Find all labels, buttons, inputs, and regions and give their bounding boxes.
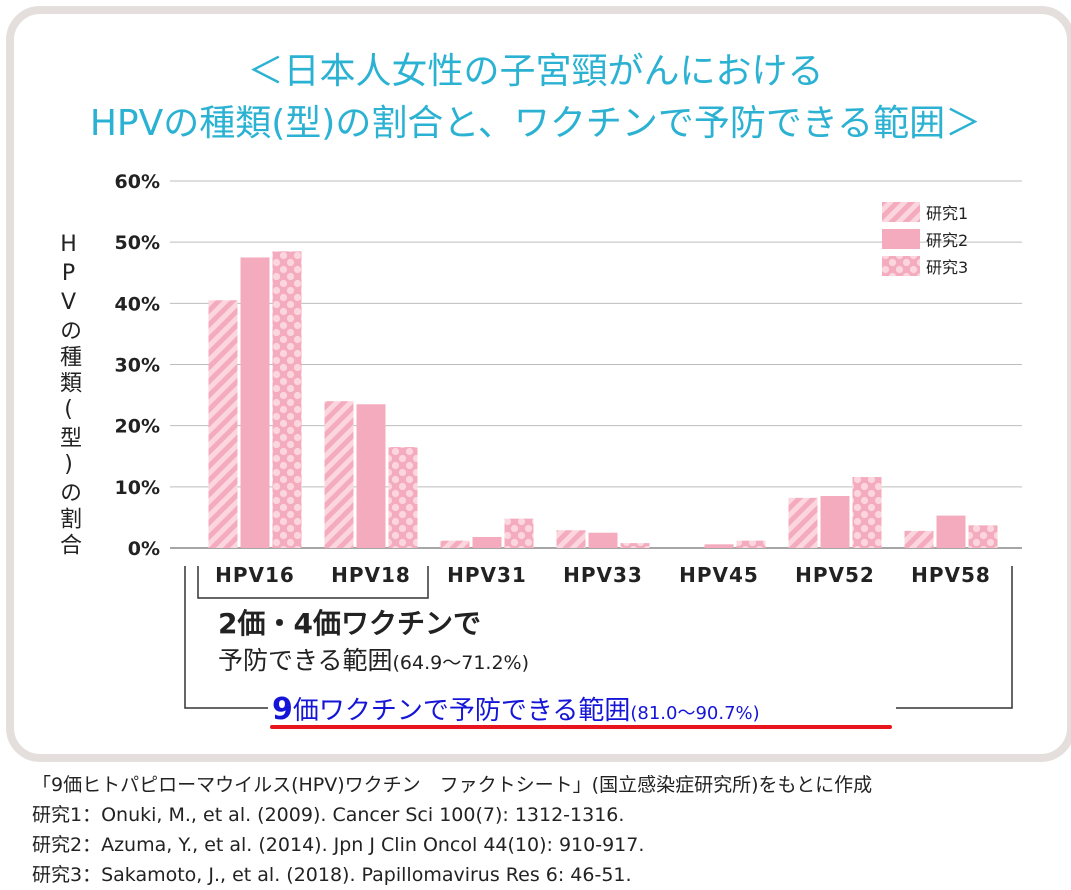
reference-1: 研究1：Onuki, M., et al. (2009). Cancer Sci… [32, 804, 625, 826]
bar-hpv31-series3 [504, 518, 534, 548]
bar-hpv52-series3 [852, 477, 882, 548]
legend-label: 研究3 [926, 258, 968, 277]
y-tick-labels: 0% 10% 20% 30% 40% 50% 60% [115, 171, 160, 560]
reference-2: 研究2：Azuma, Y., et al. (2014). Jpn J Clin… [32, 834, 645, 856]
bar-hpv33-series3 [620, 543, 650, 548]
legend-label: 研究1 [926, 204, 968, 223]
bar-hpv52-series2 [820, 496, 850, 548]
reference-3: 研究3：Sakamoto, J., et al. (2018). Papillo… [32, 864, 632, 886]
bar-hpv52-series1 [788, 497, 818, 548]
bar-hpv16-series1 [208, 300, 238, 548]
y-axis-label: HPVの種類(型)の割合 [56, 232, 81, 559]
x-tick-label: HPV52 [795, 563, 875, 587]
bar-chart: 0% 10% 20% 30% 40% 50% 60% HPV16 HPV18 HPV31 HPV3… [115, 171, 1022, 729]
vax9-range: (81.0〜90.7%) [630, 703, 760, 724]
bar-hpv31-series2 [472, 536, 502, 548]
legend-label: 研究2 [926, 231, 968, 250]
bar-hpv16-series2 [240, 257, 270, 548]
vax9-bracket-right [896, 566, 1013, 709]
vax24-range: (64.9〜71.2%) [392, 652, 530, 674]
x-tick-label: HPV16 [215, 563, 295, 587]
vax24-bracket [197, 566, 429, 599]
x-tick-label: HPV45 [679, 563, 759, 587]
bar-hpv45-series2 [704, 544, 734, 548]
y-tick-label: 50% [115, 232, 160, 254]
vax9-bracket-left [184, 566, 268, 709]
y-tick-label: 20% [115, 416, 160, 438]
vax24-line2: 予防できる範囲 [218, 646, 393, 675]
x-tick-label: HPV58 [911, 563, 991, 587]
bar-hpv31-series1 [440, 540, 470, 548]
bar-hpv33-series2 [588, 532, 618, 548]
legend-swatch [882, 229, 920, 249]
vax24-note: 2価・4価ワクチンで 予防できる範囲(64.9〜71.2%) [218, 606, 529, 681]
x-tick-labels: HPV16 HPV18 HPV31 HPV33 HPV45 HPV52 HPV58 [215, 563, 991, 587]
y-tick-label: 10% [115, 477, 160, 499]
chart-title-line1: ＜日本人女性の子宮頸がんにおける [247, 51, 824, 92]
y-tick-label: 30% [115, 355, 160, 377]
vax9-note: 9価ワクチンで予防できる範囲(81.0〜90.7%) [272, 690, 760, 727]
vax24-label: 2価・4価ワクチンで [218, 607, 481, 640]
bar-hpv58-series1 [904, 530, 934, 548]
legend-swatch [882, 256, 920, 276]
bar-hpv18-series1 [324, 401, 354, 548]
y-tick-label: 40% [115, 293, 160, 315]
vax9-num: 9 [272, 692, 293, 727]
x-tick-label: HPV31 [447, 563, 527, 587]
bar-hpv18-series2 [356, 404, 386, 548]
legend-swatch [882, 202, 920, 222]
bar-hpv58-series3 [968, 525, 998, 548]
legend: 研究1 研究2 研究3 [882, 202, 968, 277]
bar-hpv18-series3 [388, 447, 418, 548]
x-tick-label: HPV18 [331, 563, 411, 587]
bars [208, 251, 998, 548]
chart-panel [6, 6, 1071, 762]
chart-title-line2: HPVの種類(型)の割合と、ワクチンで予防できる範囲＞ [89, 103, 982, 144]
x-tick-label: HPV33 [563, 563, 643, 587]
references: 「9価ヒトパピローマウイルス(HPV)ワクチン ファクトシート」(国立感染症研究… [32, 770, 872, 890]
y-tick-label: 0% [128, 538, 160, 560]
bar-hpv16-series3 [272, 251, 302, 548]
bar-hpv58-series2 [936, 515, 966, 548]
bar-hpv45-series3 [736, 540, 766, 548]
reference-source: 「9価ヒトパピローマウイルス(HPV)ワクチン ファクトシート」(国立感染症研究… [32, 774, 873, 796]
bar-hpv33-series1 [556, 530, 586, 548]
y-tick-label: 60% [115, 171, 160, 193]
vax9-label: 価ワクチンで予防できる範囲 [292, 696, 631, 726]
